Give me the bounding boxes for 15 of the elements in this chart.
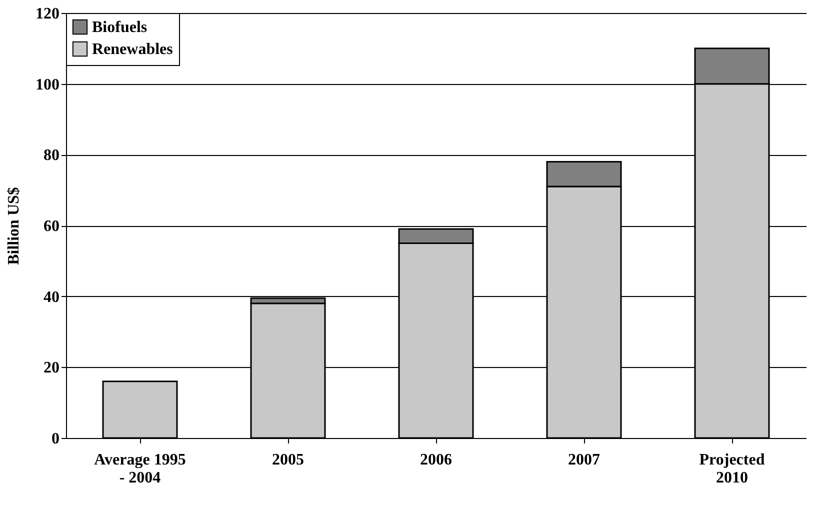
y-tick-label: 60 bbox=[44, 218, 60, 235]
legend-label: Biofuels bbox=[92, 19, 148, 36]
y-tick-label: 40 bbox=[44, 288, 60, 306]
x-tick-label: 2007 bbox=[568, 452, 600, 468]
y-tick-label: 80 bbox=[44, 147, 60, 164]
y-tick-label: 100 bbox=[36, 76, 60, 94]
y-tick-label: 20 bbox=[44, 360, 60, 377]
y-axis-title: Billion US$ bbox=[6, 187, 22, 265]
x-tick-label: 2005 bbox=[272, 452, 304, 468]
legend-label: Renewables bbox=[92, 41, 173, 58]
x-tick-label: Projected 2010 bbox=[699, 452, 765, 486]
y-tick-label: 120 bbox=[36, 6, 60, 22]
y-tick-label: 0 bbox=[52, 430, 60, 448]
x-tick-label: 2006 bbox=[420, 452, 452, 468]
x-tick-label: Average 1995 - 2004 bbox=[94, 452, 186, 486]
